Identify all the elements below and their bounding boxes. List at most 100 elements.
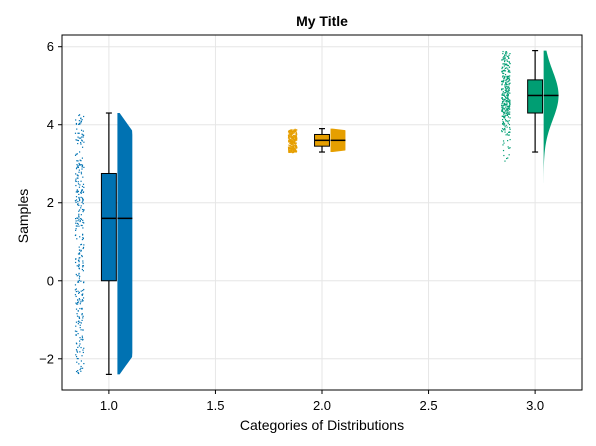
rain-point xyxy=(80,129,83,131)
rain-point xyxy=(294,134,296,136)
rain-point xyxy=(506,67,508,69)
rain-point xyxy=(289,133,291,136)
rain-point xyxy=(77,333,79,335)
rain-point xyxy=(502,88,504,90)
rain-point xyxy=(77,136,79,138)
rain-point xyxy=(290,143,292,145)
rain-point xyxy=(291,137,293,139)
rain-point xyxy=(509,82,511,84)
rain-point xyxy=(82,247,84,250)
rain-point xyxy=(78,123,80,125)
rain-point xyxy=(75,334,77,336)
rain-point xyxy=(507,122,509,124)
rain-point xyxy=(508,66,510,68)
rain-point xyxy=(505,84,507,86)
rain-point xyxy=(504,58,506,60)
rain-point xyxy=(291,140,294,142)
rain-point xyxy=(291,148,293,150)
rain-point xyxy=(505,112,508,114)
rain-point xyxy=(292,137,295,139)
rain-point xyxy=(504,116,506,118)
rain-point xyxy=(504,111,506,113)
rain-point xyxy=(506,63,508,65)
rain-point xyxy=(81,136,83,138)
rain-point xyxy=(506,157,508,160)
rain-point xyxy=(508,131,510,133)
rain-point xyxy=(288,130,290,132)
box-iqr xyxy=(527,79,544,114)
rain-point xyxy=(75,178,77,180)
rain-point xyxy=(505,81,507,83)
rain-point xyxy=(78,264,80,267)
rain-point xyxy=(294,151,296,153)
rain-point xyxy=(77,281,79,283)
rain-point xyxy=(75,122,78,125)
rain-point xyxy=(82,221,84,223)
rain-point xyxy=(76,164,78,166)
rain-point xyxy=(74,154,77,156)
rain-point xyxy=(506,59,508,61)
rain-point xyxy=(505,104,507,106)
rain-point xyxy=(508,101,510,103)
rain-point xyxy=(502,70,505,72)
rain-point xyxy=(501,101,504,103)
rain-point xyxy=(294,131,296,133)
rain-point xyxy=(296,137,298,139)
rain-point xyxy=(78,162,80,165)
x-tick-label: 1.5 xyxy=(206,398,224,413)
rain-point xyxy=(506,52,508,54)
rain-point xyxy=(77,371,79,374)
rain-point xyxy=(291,142,293,144)
rain-point xyxy=(501,88,503,90)
rain-point xyxy=(78,267,80,269)
rain-point xyxy=(290,147,292,150)
rain-point xyxy=(76,361,78,363)
rain-point xyxy=(290,133,292,135)
rain-point xyxy=(504,112,506,114)
rain-point xyxy=(76,166,78,169)
rain-point xyxy=(79,220,81,222)
rain-point xyxy=(291,129,293,131)
rain-point xyxy=(76,177,78,179)
rain-point xyxy=(503,77,506,79)
rain-point xyxy=(288,144,290,146)
rain-point xyxy=(78,198,81,200)
rain-point xyxy=(291,136,293,138)
rain-point xyxy=(502,144,504,146)
rain-point xyxy=(76,225,78,227)
rain-point xyxy=(77,280,79,282)
rain-point xyxy=(501,128,504,130)
rain-point xyxy=(501,67,503,70)
rain-point xyxy=(502,72,504,74)
rain-point xyxy=(295,142,297,144)
rain-point xyxy=(506,60,508,62)
rain-point xyxy=(504,67,506,69)
rain-point xyxy=(78,114,81,116)
rain-point xyxy=(504,57,506,59)
rain-point xyxy=(79,249,81,251)
rain-point xyxy=(287,134,290,137)
rain-point xyxy=(83,186,85,189)
rain-point xyxy=(293,142,295,145)
rain-point xyxy=(501,97,503,99)
rain-point xyxy=(509,128,511,130)
chart-title: My Title xyxy=(296,13,348,29)
rain-point xyxy=(82,210,84,213)
rain-point xyxy=(81,140,83,142)
rain-point xyxy=(77,321,79,323)
rain-point xyxy=(289,146,292,148)
rain-point xyxy=(504,84,506,86)
rain-point xyxy=(76,350,78,352)
rain-point xyxy=(81,119,83,121)
rain-point xyxy=(77,372,80,375)
rain-point xyxy=(503,154,505,157)
rain-point xyxy=(75,288,77,290)
rain-point xyxy=(509,99,511,101)
box-iqr xyxy=(100,172,117,282)
rain-point xyxy=(503,123,506,125)
rain-point xyxy=(504,63,506,65)
rain-point xyxy=(501,131,503,133)
rain-point xyxy=(503,116,505,118)
rain-point xyxy=(83,115,85,118)
rain-point xyxy=(501,106,503,109)
